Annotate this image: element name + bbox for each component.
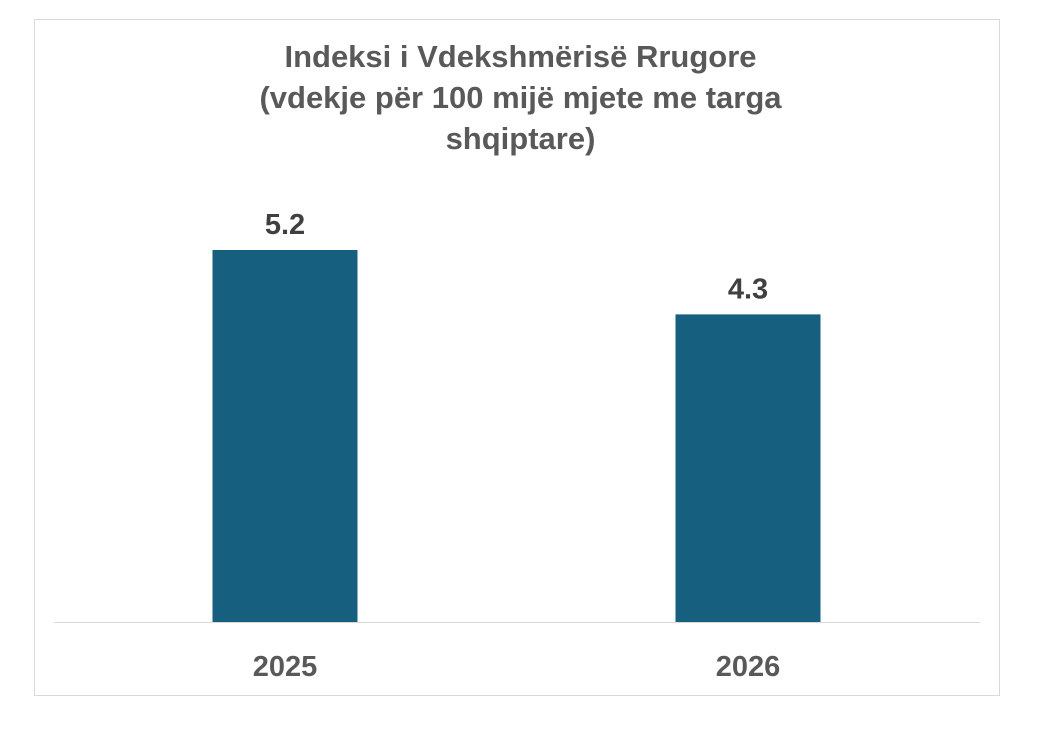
chart-title-line-1: Indeksi i Vdekshmërisë Rrugore xyxy=(284,39,757,74)
bar-2026 xyxy=(675,314,821,622)
data-label-2026: 4.3 xyxy=(728,273,768,305)
data-label-2025: 5.2 xyxy=(265,209,305,241)
x-tick-label-2025: 2025 xyxy=(253,651,318,683)
chart-frame xyxy=(34,19,1000,696)
chart-title-line-2: (vdekje për 100 mijë mjete me targa xyxy=(259,80,782,115)
x-tick-label-2026: 2026 xyxy=(716,651,781,683)
chart-title: Indeksi i Vdekshmërisë Rrugore (vdekje p… xyxy=(0,36,1041,159)
chart-title-line-3: shqiptare) xyxy=(445,121,596,156)
bar-2025 xyxy=(212,250,358,622)
